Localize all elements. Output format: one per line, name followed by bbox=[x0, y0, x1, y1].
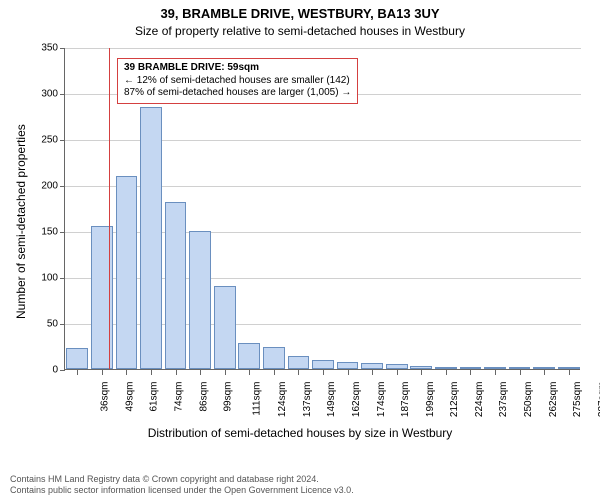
histogram-bar bbox=[558, 367, 580, 369]
plot-area: 39 BRAMBLE DRIVE: 59sqm← 12% of semi-det… bbox=[64, 48, 580, 370]
histogram-bar bbox=[140, 107, 162, 369]
gridline bbox=[65, 48, 581, 49]
x-tick-label: 187sqm bbox=[400, 382, 411, 418]
histogram-bar bbox=[533, 367, 555, 369]
annotation-box: 39 BRAMBLE DRIVE: 59sqm← 12% of semi-det… bbox=[117, 58, 358, 104]
x-tick-label: 275sqm bbox=[572, 382, 583, 418]
y-tick-label: 250 bbox=[30, 135, 58, 146]
x-tick-label: 137sqm bbox=[302, 382, 313, 418]
chart-title: 39, BRAMBLE DRIVE, WESTBURY, BA13 3UY bbox=[0, 6, 600, 21]
x-axis-label: Distribution of semi-detached houses by … bbox=[0, 426, 600, 440]
x-tick-label: 74sqm bbox=[174, 382, 185, 412]
histogram-bar bbox=[66, 348, 88, 369]
x-tick bbox=[249, 370, 250, 375]
x-tick bbox=[102, 370, 103, 375]
footer-line-1: Contains HM Land Registry data © Crown c… bbox=[10, 474, 354, 485]
y-tick-label: 200 bbox=[30, 181, 58, 192]
histogram-bar bbox=[165, 202, 187, 369]
x-tick bbox=[77, 370, 78, 375]
histogram-bar bbox=[263, 347, 285, 369]
annotation-line: 87% of semi-detached houses are larger (… bbox=[124, 87, 351, 100]
x-tick-label: 36sqm bbox=[100, 382, 111, 412]
x-tick bbox=[397, 370, 398, 375]
x-tick-label: 262sqm bbox=[548, 382, 559, 418]
x-tick bbox=[323, 370, 324, 375]
y-tick bbox=[60, 186, 65, 187]
x-tick bbox=[372, 370, 373, 375]
histogram-bar bbox=[214, 286, 236, 369]
histogram-bar bbox=[238, 343, 260, 369]
y-tick bbox=[60, 232, 65, 233]
y-axis-label: Number of semi-detached properties bbox=[14, 124, 28, 319]
x-tick-label: 124sqm bbox=[277, 382, 288, 418]
x-tick bbox=[544, 370, 545, 375]
x-tick bbox=[200, 370, 201, 375]
y-tick bbox=[60, 140, 65, 141]
x-tick-label: 199sqm bbox=[425, 382, 436, 418]
histogram-bar bbox=[509, 367, 531, 369]
histogram-bar bbox=[337, 362, 359, 369]
x-tick bbox=[274, 370, 275, 375]
y-tick-label: 100 bbox=[30, 273, 58, 284]
y-tick-label: 300 bbox=[30, 89, 58, 100]
y-tick-label: 0 bbox=[30, 365, 58, 376]
x-tick bbox=[421, 370, 422, 375]
x-tick-label: 86sqm bbox=[198, 382, 209, 412]
x-tick-label: 49sqm bbox=[124, 382, 135, 412]
histogram-bar bbox=[361, 363, 383, 369]
y-tick bbox=[60, 370, 65, 371]
y-tick bbox=[60, 94, 65, 95]
y-tick bbox=[60, 48, 65, 49]
x-tick-label: 174sqm bbox=[376, 382, 387, 418]
x-tick-label: 162sqm bbox=[351, 382, 362, 418]
x-tick-label: 61sqm bbox=[149, 382, 160, 412]
x-tick-label: 212sqm bbox=[449, 382, 460, 418]
annotation-line: 39 BRAMBLE DRIVE: 59sqm bbox=[124, 62, 351, 75]
x-tick-label: 111sqm bbox=[251, 382, 262, 416]
histogram-bar bbox=[312, 360, 334, 369]
histogram-bar bbox=[386, 364, 408, 369]
y-tick bbox=[60, 324, 65, 325]
histogram-bar bbox=[410, 366, 432, 369]
property-marker-line bbox=[109, 48, 110, 369]
x-tick bbox=[298, 370, 299, 375]
histogram-bar bbox=[460, 367, 482, 369]
x-tick bbox=[495, 370, 496, 375]
x-tick bbox=[470, 370, 471, 375]
x-tick bbox=[225, 370, 226, 375]
histogram-bar bbox=[116, 176, 138, 369]
y-tick-label: 350 bbox=[30, 43, 58, 54]
histogram-bar bbox=[288, 356, 310, 369]
x-tick bbox=[569, 370, 570, 375]
x-tick-label: 224sqm bbox=[474, 382, 485, 418]
histogram-bar bbox=[484, 367, 506, 369]
y-tick-label: 50 bbox=[30, 319, 58, 330]
chart-subtitle: Size of property relative to semi-detach… bbox=[0, 24, 600, 38]
histogram-bar bbox=[435, 367, 457, 369]
x-tick-label: 99sqm bbox=[223, 382, 234, 412]
y-tick-label: 150 bbox=[30, 227, 58, 238]
annotation-line: ← 12% of semi-detached houses are smalle… bbox=[124, 75, 351, 88]
x-tick bbox=[176, 370, 177, 375]
footer-line-2: Contains public sector information licen… bbox=[10, 485, 354, 496]
x-tick bbox=[520, 370, 521, 375]
x-tick bbox=[126, 370, 127, 375]
footer-attribution: Contains HM Land Registry data © Crown c… bbox=[10, 474, 354, 496]
x-tick bbox=[348, 370, 349, 375]
x-tick bbox=[151, 370, 152, 375]
y-tick bbox=[60, 278, 65, 279]
x-tick bbox=[446, 370, 447, 375]
histogram-bar bbox=[189, 231, 211, 369]
x-tick-label: 250sqm bbox=[523, 382, 534, 418]
x-tick-label: 149sqm bbox=[327, 382, 338, 418]
x-tick-label: 237sqm bbox=[499, 382, 510, 418]
